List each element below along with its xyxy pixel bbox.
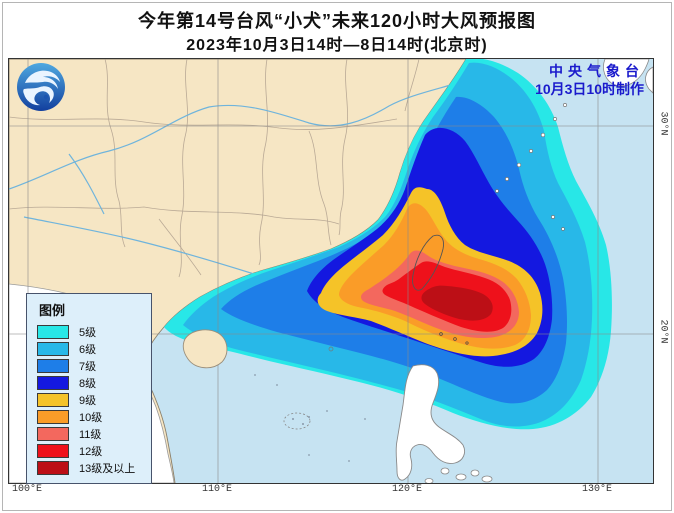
graticule (9, 59, 653, 483)
legend-label: 5级 (79, 326, 97, 339)
hainan-island (182, 329, 228, 369)
legend-swatch-level-12 (37, 443, 69, 458)
legend-item: 12级 (37, 442, 143, 459)
legend-swatch-level-7 (37, 358, 69, 373)
legend-item: 6级 (37, 340, 143, 357)
legend-swatch-level-10 (37, 409, 69, 424)
legend-label: 7级 (79, 360, 97, 373)
latitude-label: 30°N (657, 111, 669, 136)
legend-item: 8级 (37, 374, 143, 391)
babuyan-islets (439, 332, 469, 345)
paracel-islands (283, 412, 311, 430)
south-china-sea-islets (254, 346, 366, 462)
legend-label: 12级 (79, 445, 103, 458)
longitude-axis: 100°E 110°E 120°E 130°E (0, 484, 674, 498)
legend-item: 10级 (37, 408, 143, 425)
pratas-island (328, 346, 334, 352)
legend-swatch-level-11 (37, 426, 69, 441)
agency-issue-time: 10月3日10时制作 (535, 81, 644, 98)
legend-swatch-level-8 (37, 375, 69, 390)
agency-name: 中央气象台 (549, 63, 644, 79)
legend-swatch-level-9 (37, 392, 69, 407)
legend-rows: 5级 6级 7级 8级 9级 10级 11级 12级 13级及以上 (37, 323, 143, 476)
ryukyu-islands (495, 103, 567, 231)
luzon-island (395, 364, 466, 481)
latitude-label: 20°N (657, 319, 669, 344)
legend-item: 11级 (37, 425, 143, 442)
longitude-label: 110°E (201, 484, 233, 495)
legend-swatch-level-13 (37, 460, 69, 475)
legend-label: 6级 (79, 343, 97, 356)
legend-item: 9级 (37, 391, 143, 408)
legend-title: 图例 (39, 303, 66, 318)
page-subtitle: 2023年10月3日14时—8日14时(北京时) (186, 37, 488, 54)
legend-item: 5级 (37, 323, 143, 340)
legend-swatch-level-5 (37, 324, 69, 339)
longitude-label: 100°E (11, 484, 43, 495)
agency-credit: 中央气象台 10月3日10时制作 (535, 62, 644, 98)
province-boundaries (9, 59, 420, 278)
legend-label: 11级 (79, 428, 102, 441)
cma-logo-icon (15, 61, 67, 113)
wind-level-13-area (421, 285, 493, 321)
legend-item: 7级 (37, 357, 143, 374)
longitude-label: 120°E (391, 484, 423, 495)
legend-swatch-level-6 (37, 341, 69, 356)
legend-label: 9级 (79, 394, 97, 407)
legend-label: 8级 (79, 377, 97, 390)
page-title: 今年第14号台风“小犬”未来120小时大风预报图 (137, 11, 537, 31)
japan-kyushu (603, 59, 653, 94)
legend-box: 图例 5级 6级 7级 8级 9级 10级 11级 12级 13级及以上 (26, 293, 152, 484)
legend-label: 13级及以上 (79, 462, 136, 475)
legend-item: 13级及以上 (37, 459, 143, 476)
taiwan-island-outline (412, 234, 444, 291)
philippine-islets (424, 467, 493, 483)
legend-label: 10级 (79, 411, 103, 424)
longitude-label: 130°E (581, 484, 613, 495)
